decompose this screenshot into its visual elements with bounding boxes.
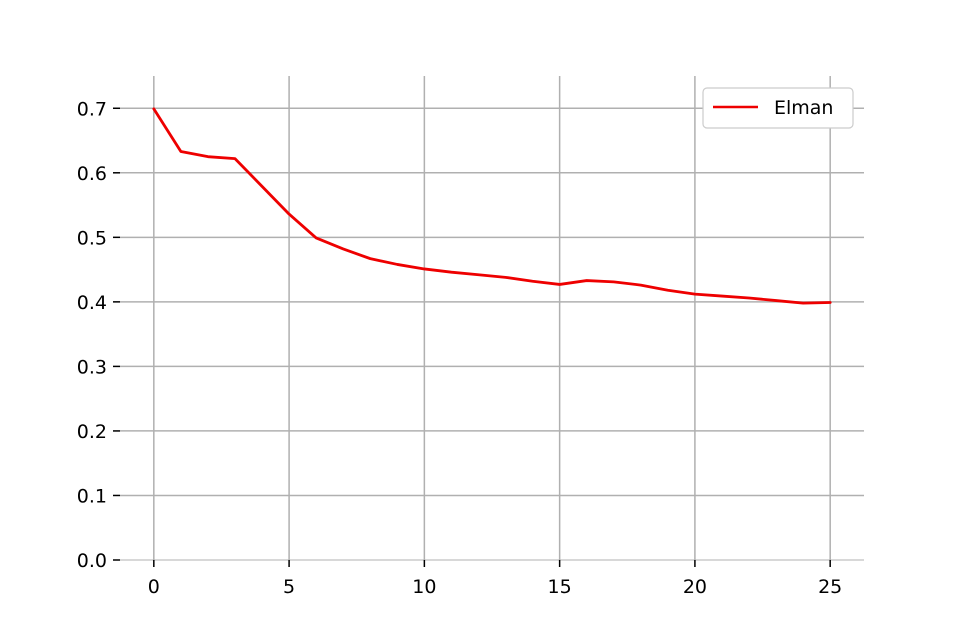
legend-label: Elman [774,97,833,119]
y-tick-label: 0.0 [77,550,107,572]
x-tick-label: 20 [683,576,707,598]
x-tick-label: 5 [283,576,295,598]
x-tick-label: 0 [148,576,160,598]
series-line-elman [152,107,832,305]
y-tick-label: 0.6 [77,163,107,185]
x-tick-label: 25 [818,576,842,598]
legend-box [702,87,854,129]
y-tick-label: 0.7 [77,98,107,120]
series-group [152,107,832,305]
x-tick-label: 15 [548,576,572,598]
x-axis-ticks: 0 5 10 15 20 25 [148,560,842,598]
y-axis-ticks: 0.0 0.1 0.2 0.3 0.4 0.5 0.6 0.7 [77,98,120,572]
y-tick-label: 0.4 [77,292,107,314]
x-tick-label: 10 [412,576,436,598]
grid [120,76,864,560]
y-tick-label: 0.2 [77,421,107,443]
legend: Elman [702,87,854,129]
y-tick-label: 0.5 [77,227,107,249]
y-tick-label: 0.1 [77,485,107,507]
y-tick-label: 0.3 [77,356,107,378]
